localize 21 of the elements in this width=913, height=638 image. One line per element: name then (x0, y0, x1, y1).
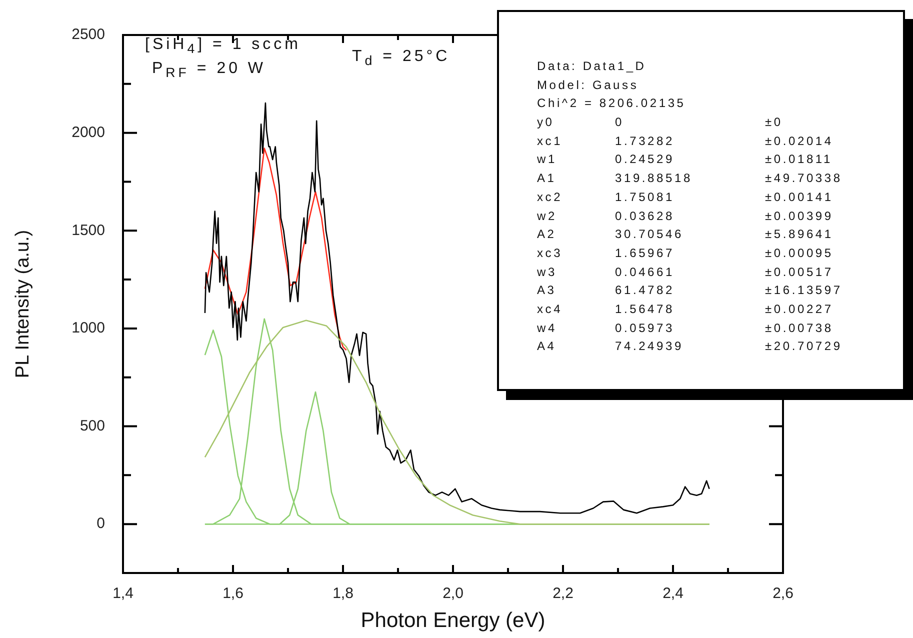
annotation: [SiH$_{4}$] = 1 sccm (145, 36, 302, 56)
x-axis-title: Photon Energy (eV) (360, 609, 546, 632)
x-tick-label: 1,6 (222, 585, 244, 602)
y-tick-label: 2500 (72, 26, 105, 44)
annotation: Model: Gauss (537, 78, 639, 94)
x-tick-label: 2,0 (442, 585, 464, 602)
x-tick-label: 1,8 (332, 585, 354, 602)
y-tick-label: 500 (80, 417, 105, 434)
x-tick-label: 1,4 (112, 585, 134, 602)
annotation: Data: Data1_D (537, 59, 646, 75)
annotation: T$_{d}$ = 25°C (352, 48, 450, 68)
y-tick-label: 0 (96, 515, 105, 532)
annotation: Chi^2 = 8206.02135 (537, 96, 686, 112)
x-tick-label: 2,2 (552, 585, 574, 602)
y-tick-label: 1500 (72, 222, 105, 239)
x-tick-label: 2,4 (662, 585, 684, 602)
y-tick-label: 1000 (72, 320, 105, 337)
y-axis-title: PL Intensity (a.u.) (12, 230, 34, 378)
annotation: P$_{RF}$ = 20 W (152, 60, 266, 80)
y-tick-label: 2000 (72, 124, 105, 141)
x-tick-label: 2,6 (772, 585, 794, 602)
